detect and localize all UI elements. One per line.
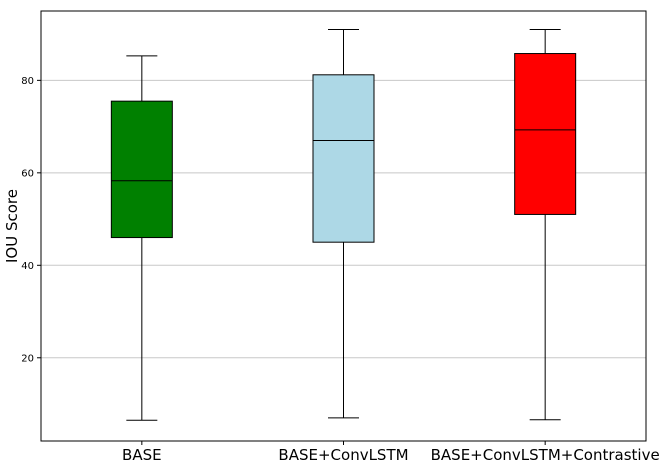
x-tick-label-3: BASE+ConvLSTM+Contrastive	[431, 446, 660, 464]
x-tick-label-2: BASE+ConvLSTM	[278, 446, 408, 464]
boxes-layer	[110, 28, 577, 421]
box-1-iqr	[110, 100, 173, 239]
x-tick-label-1: BASE	[122, 446, 162, 464]
y-tick-label-20: 20	[21, 353, 34, 364]
y-tick-label-40: 40	[21, 261, 34, 272]
x-axis: BASE BASE+ConvLSTM BASE+ConvLSTM+Contrasti…	[122, 441, 660, 464]
box-2-iqr	[312, 74, 375, 243]
y-axis-title: IOU Score	[3, 189, 21, 263]
y-tick-label-80: 80	[21, 76, 34, 87]
box-3-iqr	[514, 53, 577, 215]
y-tick-label-60: 60	[21, 168, 34, 179]
y-axis: 20 40 60 80	[21, 76, 41, 364]
